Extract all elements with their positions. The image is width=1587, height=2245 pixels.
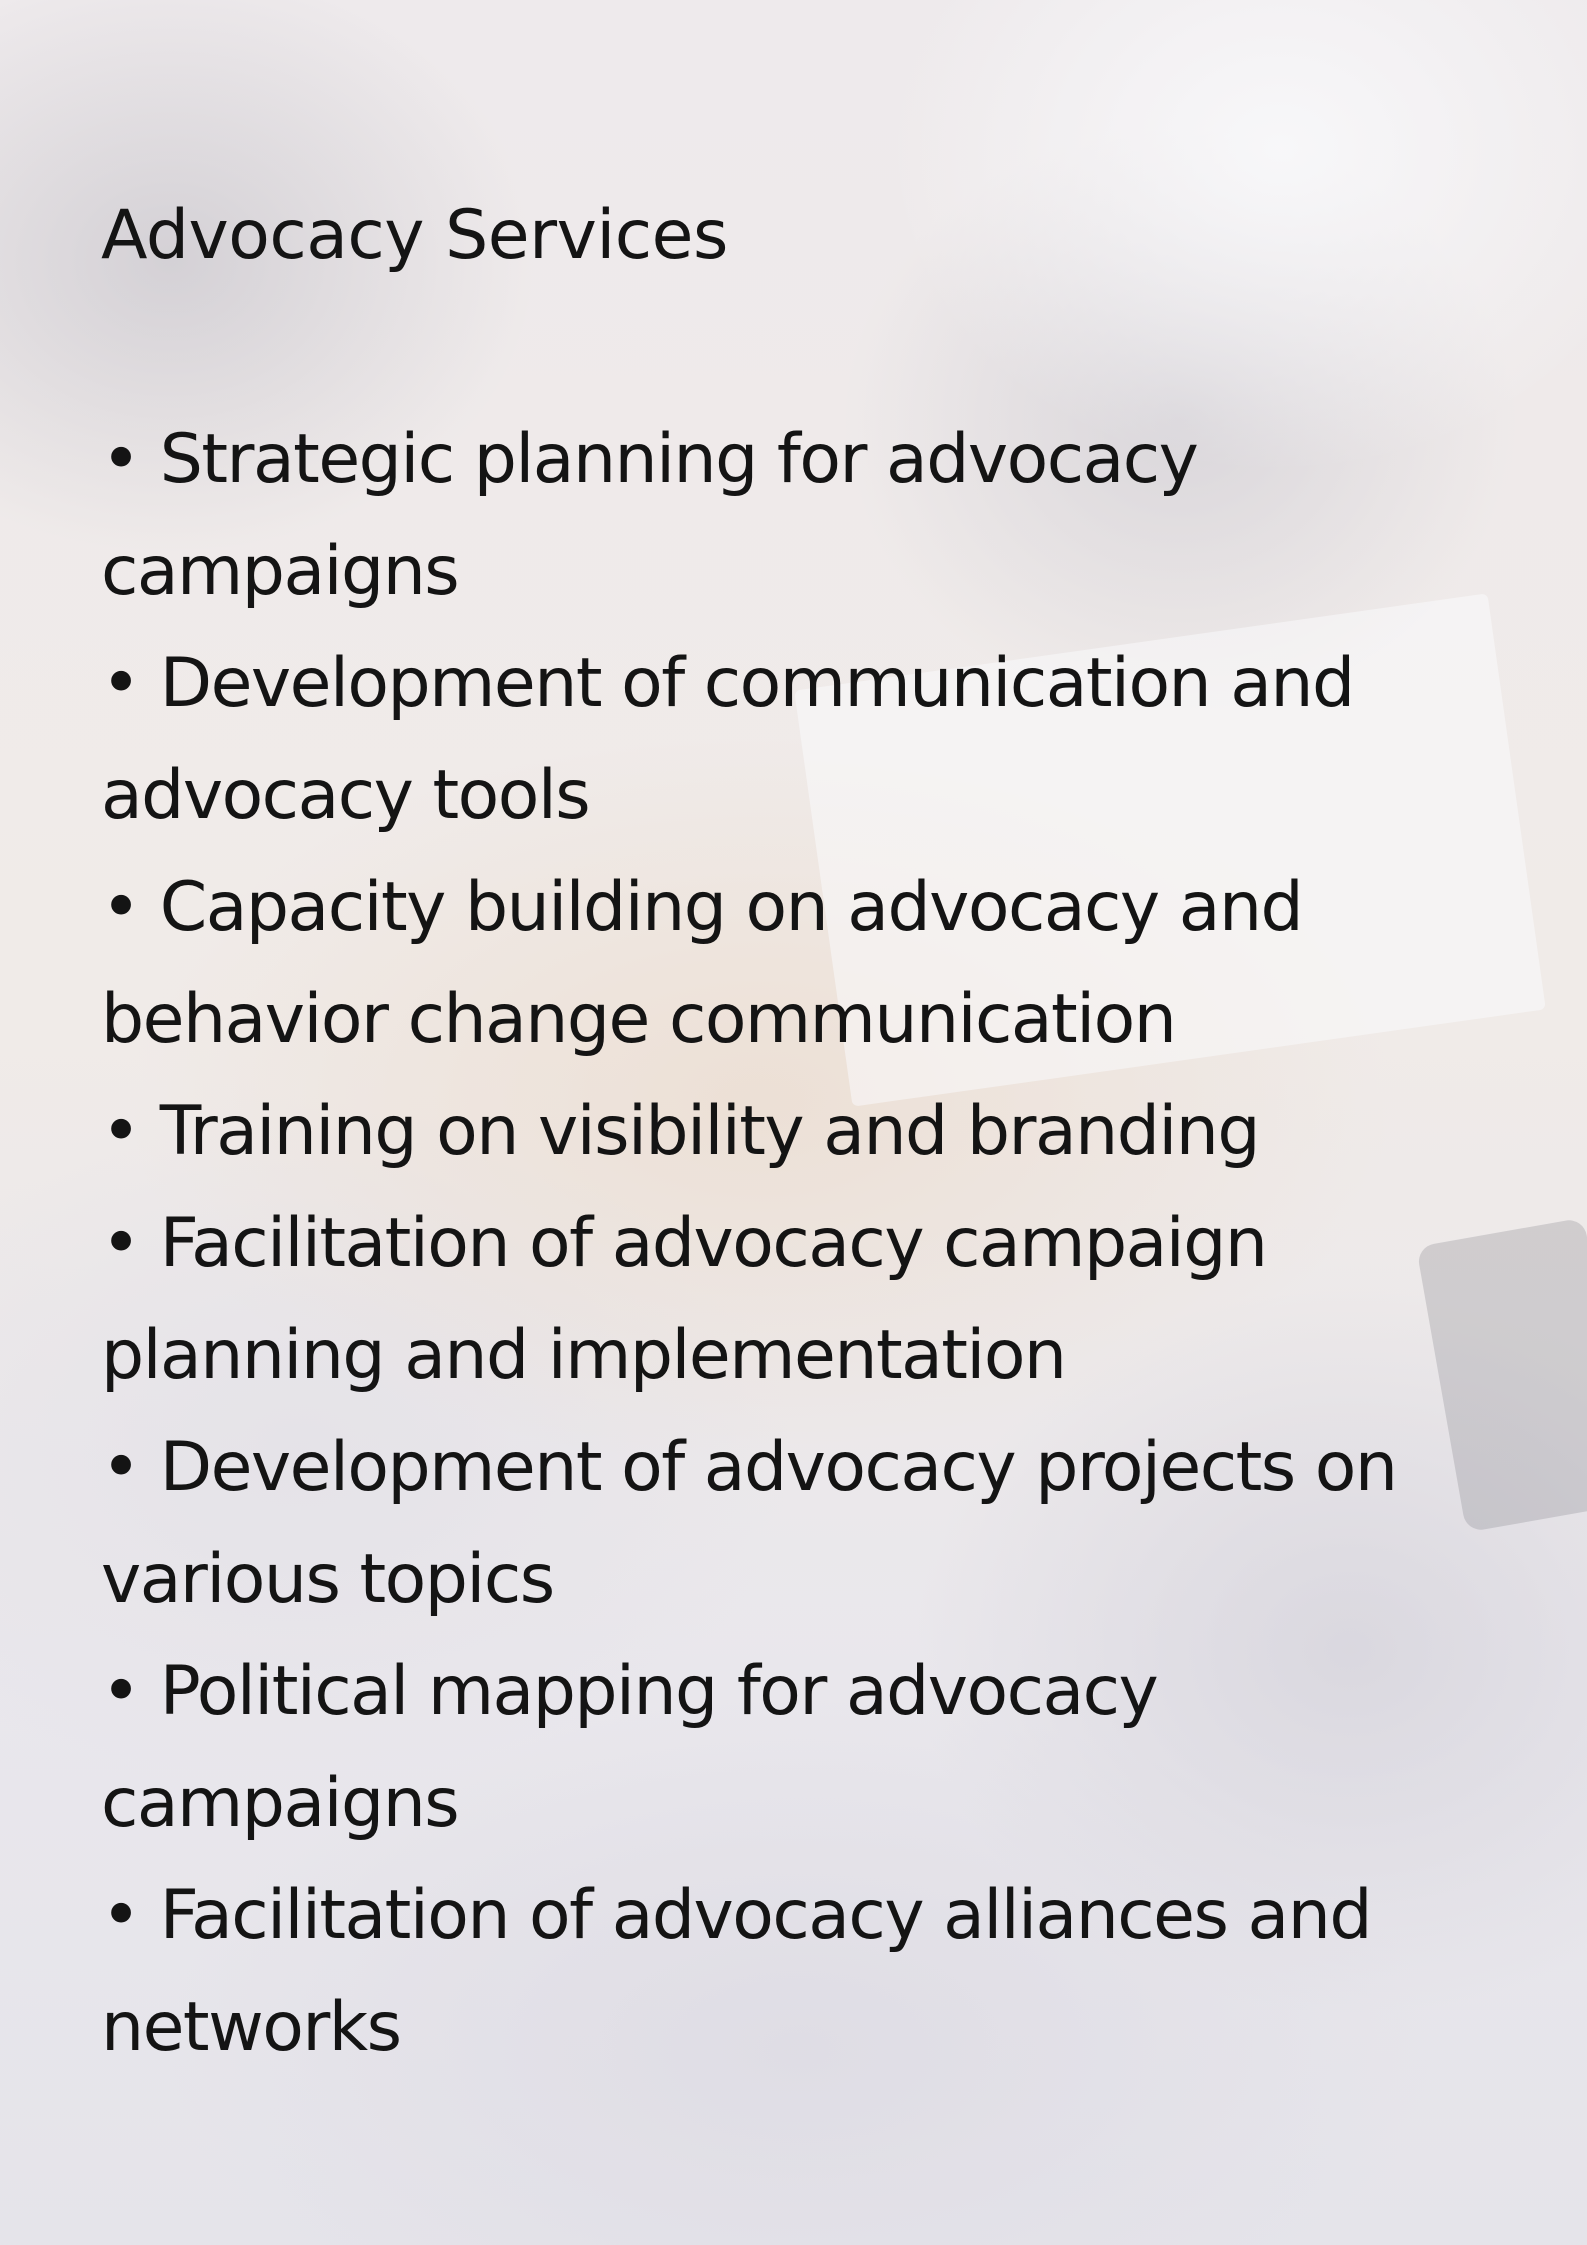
page-title: Advocacy Services [101, 196, 728, 275]
list-item: • Capacity building on advocacy and beha… [101, 868, 1304, 1059]
services-list: • Strategic planning for advocacy campai… [101, 404, 1441, 2084]
list-item: • Training on visibility and branding [101, 1092, 1261, 1171]
list-item: • Facilitation of advocacy campaign plan… [101, 1204, 1268, 1395]
list-item: • Facilitation of advocacy alliances and… [101, 1876, 1372, 2067]
list-item: • Development of advocacy projects on va… [101, 1428, 1398, 1619]
list-item: • Political mapping for advocacy campaig… [101, 1652, 1159, 1843]
list-item: • Development of communication and advoc… [101, 644, 1355, 835]
list-item: • Strategic planning for advocacy campai… [101, 420, 1199, 611]
title-spacer [101, 292, 1481, 404]
content-block: Advocacy Services • Strategic planning f… [101, 180, 1481, 2084]
